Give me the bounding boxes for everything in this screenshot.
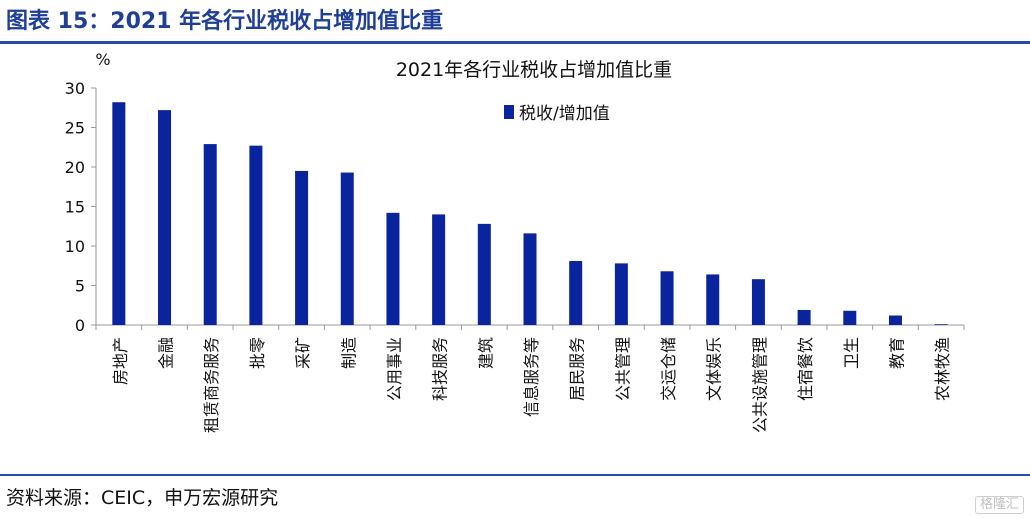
bar	[340, 172, 354, 325]
category-label: 住宿餐饮	[796, 337, 815, 401]
figure-title: 图表 15：2021 年各行业税收占增加值比重	[6, 9, 444, 34]
bar	[432, 214, 446, 325]
y-tick-label: 15	[65, 198, 85, 217]
category-label: 科技服务	[431, 337, 450, 401]
category-label: 教育	[887, 337, 906, 369]
bar	[797, 309, 811, 325]
category-label: 租赁商务服务	[202, 337, 221, 433]
bar	[523, 233, 537, 325]
category-label: 农林牧渔	[933, 337, 952, 401]
y-axis: 0 5 10 15 20 25 30	[65, 79, 97, 335]
category-label: 文体娱乐	[705, 337, 724, 401]
x-axis	[95, 324, 965, 330]
bar	[706, 274, 720, 325]
y-tick-label: 0	[75, 316, 85, 335]
category-label: 居民服务	[568, 337, 587, 401]
category-label: 批零	[248, 337, 267, 369]
category-label: 制造	[339, 337, 358, 369]
y-tick-label: 5	[75, 277, 85, 296]
title-divider	[0, 41, 1030, 44]
footer-divider	[0, 474, 1030, 476]
y-tick-label: 30	[65, 79, 85, 98]
category-label: 公共管理	[613, 337, 632, 401]
bar	[751, 279, 765, 325]
bar	[614, 263, 628, 325]
y-axis-unit-label: %	[95, 50, 110, 69]
category-label: 采矿	[294, 337, 313, 369]
bar	[158, 110, 172, 326]
y-tick-label: 20	[65, 158, 85, 177]
chart-title: 2021年各行业税收占增加值比重	[396, 59, 672, 81]
bar	[888, 315, 902, 325]
bar	[386, 212, 400, 325]
bar	[660, 271, 674, 325]
bar-series	[112, 102, 948, 326]
category-label: 金融	[157, 337, 176, 369]
bar-chart: 2021年各行业税收占增加值比重 % 税收/增加值 0 5 10 15 20 25 30 房…	[65, 50, 965, 433]
legend-swatch	[504, 105, 514, 119]
category-label: 信息服务等	[522, 337, 541, 417]
category-label: 卫生	[842, 337, 861, 369]
category-label: 房地产	[111, 337, 130, 385]
watermark-logo: 格隆汇	[974, 496, 1024, 514]
bar	[569, 261, 583, 325]
category-label: 公用事业	[385, 337, 404, 401]
legend-label: 税收/增加值	[519, 104, 610, 124]
bar	[112, 102, 126, 325]
y-tick-label: 10	[65, 237, 85, 256]
legend: 税收/增加值	[504, 104, 610, 124]
source-note: 资料来源：CEIC，申万宏源研究	[6, 487, 279, 509]
bar	[203, 144, 217, 325]
category-labels: 房地产 金融 租赁商务服务 批零 采矿 制造 公用事业 科技服务 建筑 信息服务等 居民服务 公共管理…	[111, 337, 952, 433]
category-label: 交运仓储	[659, 337, 678, 401]
bar	[843, 310, 857, 325]
category-label: 公共设施管理	[750, 337, 769, 433]
y-tick-label: 25	[65, 119, 85, 138]
bar	[295, 170, 309, 325]
bar	[477, 223, 491, 325]
category-label: 建筑	[476, 337, 495, 369]
bar	[249, 145, 263, 325]
bar	[934, 324, 948, 326]
